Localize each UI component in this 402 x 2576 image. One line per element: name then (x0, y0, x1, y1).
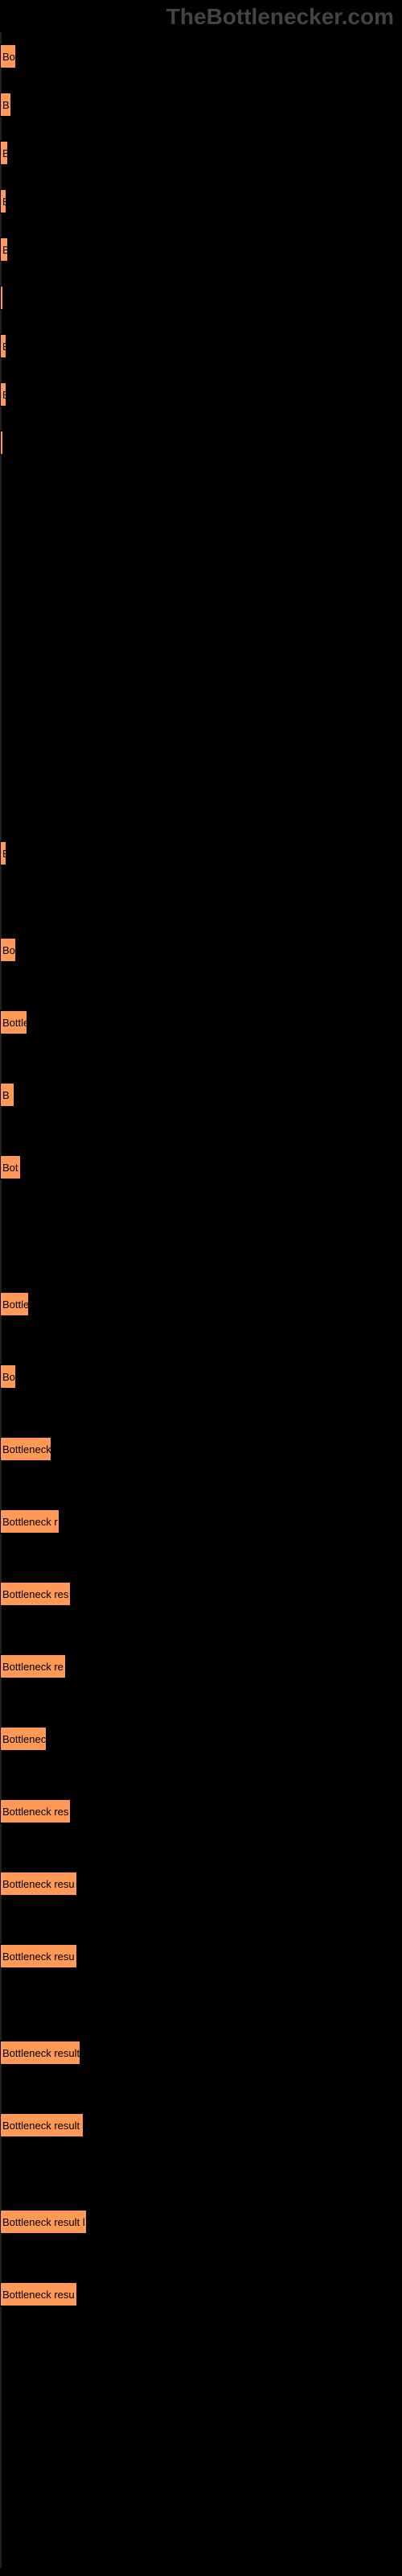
bar: Bottleneck res (0, 1582, 71, 1606)
bar: Bo (0, 938, 16, 962)
bar-row: Bottleneck resu (0, 1872, 77, 1896)
bar: B (0, 1083, 14, 1107)
bar: Bottleneck res (0, 1799, 71, 1823)
bar: Bottleneck r (0, 1509, 59, 1534)
bar-row: Bottleneck result (0, 2041, 80, 2065)
bar: Bottler (0, 1292, 29, 1316)
bar (0, 286, 3, 310)
bar: B (0, 841, 6, 865)
bar: B (0, 237, 8, 262)
bar: Bo (0, 1364, 16, 1389)
bar: B (0, 334, 6, 358)
bar-row: Bottler (0, 1292, 29, 1316)
bar-row: Bo (0, 938, 16, 962)
bar-row (0, 286, 3, 310)
bar: B (0, 189, 6, 213)
bar-row: Bottleneck res (0, 1582, 71, 1606)
bar: Bottleneck resu (0, 2282, 77, 2306)
bar-row: Bottleneck (0, 1437, 51, 1461)
watermark-text: TheBottlenecker.com (166, 4, 394, 30)
bar-row: Bot (0, 1155, 21, 1179)
bar-row: Bottleneck r (0, 1509, 59, 1534)
bar-row: Bottleneck resu (0, 1944, 77, 1968)
bar-row: Bottleneck resu (0, 2282, 77, 2306)
bar-row: B (0, 1083, 14, 1107)
bar-row: B (0, 189, 6, 213)
bar-row: Bottleneck re (0, 1654, 66, 1678)
bar: Bo (0, 44, 16, 68)
bar-row: Bottleneck result (0, 2113, 84, 2137)
bar-row: Bottlenec (0, 1727, 47, 1751)
bar-row: Bottleneck result l (0, 2210, 87, 2234)
bar-row: B (0, 334, 6, 358)
bar: Bottleneck resu (0, 1872, 77, 1896)
bar: B (0, 93, 11, 117)
bar-row (0, 431, 3, 455)
bar-row: B (0, 237, 8, 262)
bar-row: B (0, 382, 6, 407)
bar: Bottleneck resu (0, 1944, 77, 1968)
bar: Bottlenec (0, 1727, 47, 1751)
bar-row: Bo (0, 44, 16, 68)
bar-row: B (0, 141, 8, 165)
bar-row: Bottle (0, 1010, 27, 1034)
bar: Bot (0, 1155, 21, 1179)
bar-row: Bo (0, 1364, 16, 1389)
bar: B (0, 141, 8, 165)
bar: Bottleneck (0, 1437, 51, 1461)
bar-row: Bottleneck res (0, 1799, 71, 1823)
bar: Bottleneck re (0, 1654, 66, 1678)
bar (0, 431, 3, 455)
bar-chart: BoBBBBBBBBoBottleBBotBottlerBoBottleneck… (0, 32, 402, 2568)
bar: Bottleneck result (0, 2041, 80, 2065)
bar: Bottleneck result (0, 2113, 84, 2137)
bar-row: B (0, 841, 6, 865)
bar: B (0, 382, 6, 407)
bar: Bottleneck result l (0, 2210, 87, 2234)
bar: Bottle (0, 1010, 27, 1034)
bar-row: B (0, 93, 11, 117)
